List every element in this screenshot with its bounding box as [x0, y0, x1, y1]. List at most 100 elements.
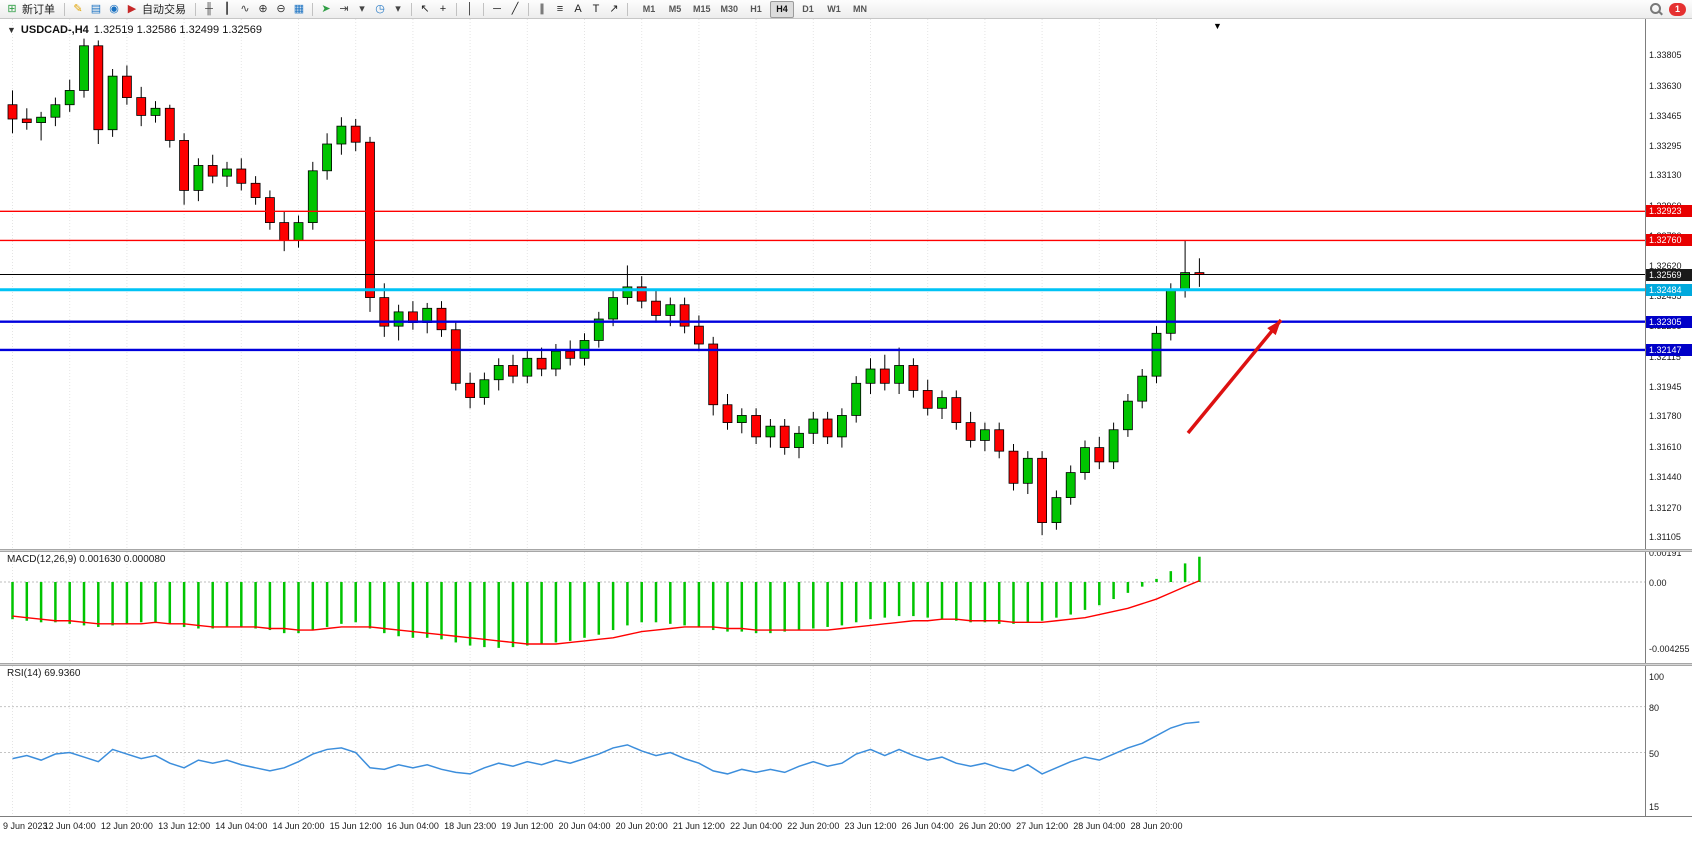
new-order-button-label: 新订单	[22, 4, 55, 16]
toolbar-separator	[456, 2, 457, 16]
candle-body	[708, 343, 719, 406]
price-tick: 1.32620	[1649, 261, 1682, 272]
candle-body	[508, 365, 518, 377]
arrows-icon[interactable]: ↗	[609, 3, 619, 15]
candle-body	[1123, 400, 1133, 431]
candle-body	[193, 165, 204, 191]
trend-arrow-head	[1267, 320, 1281, 336]
label-icon[interactable]: T	[592, 3, 600, 15]
candle-body	[1037, 457, 1047, 523]
candle-body	[164, 107, 175, 141]
template-icon[interactable]: ▾	[395, 3, 401, 15]
chart-shift-marker[interactable]: ▼	[1213, 21, 1222, 31]
horizontal-line-icon[interactable]: ─	[493, 3, 501, 15]
candle-body	[651, 300, 661, 316]
channel-icon[interactable]: ∥	[539, 3, 545, 15]
text-icon[interactable]: A	[574, 3, 582, 15]
zoom-out-icon[interactable]: ⊖	[276, 3, 286, 15]
candle-body	[879, 368, 890, 384]
candle-body	[736, 415, 747, 423]
autotrading-button[interactable]: ▶ 自动交易	[123, 1, 191, 17]
timeframe-group: M1 M5 M15 M30 H1 H4 D1 W1 MN	[636, 0, 873, 18]
price-axis[interactable]: 1.33805 1.33630 1.33465 1.33295 1.33130 1.329…	[1645, 19, 1692, 843]
candle-body	[450, 329, 461, 384]
price-tick: 1.33630	[1649, 81, 1682, 92]
candlestick-chart-icon[interactable]: ┃	[223, 3, 231, 15]
cursor-icon[interactable]: ↖	[420, 3, 430, 15]
period-clock-icon[interactable]: ◷	[375, 3, 385, 15]
price-marker: 1.32484	[1646, 283, 1692, 296]
time-label: 12 Jun 20:00	[100, 821, 153, 831]
panel-separator[interactable]	[0, 663, 1692, 666]
time-label: 20 Jun 20:00	[615, 821, 668, 831]
time-label: 12 Jun 04:00	[43, 821, 96, 831]
strategy-tester-icon[interactable]: ◉	[109, 3, 119, 15]
price-marker: 1.32147	[1646, 343, 1692, 356]
crosshair-icon[interactable]: +	[439, 3, 447, 15]
auto-scroll-icon[interactable]: ➤	[321, 3, 331, 15]
new-order-button[interactable]: ⊞ 新订单	[3, 1, 60, 17]
price-tick: 1.31780	[1649, 411, 1682, 422]
candle-body	[1022, 457, 1033, 484]
bar-chart-icon[interactable]: ╫	[205, 3, 213, 15]
price-tick: 1.33130	[1649, 170, 1682, 181]
timeframe-w1[interactable]: W1	[827, 3, 841, 14]
terminal-icon[interactable]: ▤	[90, 3, 102, 15]
main-price-chart[interactable]	[0, 19, 1645, 549]
price-tick: 1.32455	[1649, 290, 1682, 301]
time-label: 14 Jun 20:00	[272, 821, 325, 831]
tile-windows-icon[interactable]: ▦	[293, 3, 305, 15]
macd-axis-label: 0.00	[1649, 578, 1667, 588]
price-marker: 1.32569	[1646, 268, 1692, 281]
timeframe-h1[interactable]: H1	[750, 3, 762, 14]
vertical-line-icon[interactable]: │	[466, 3, 474, 15]
timeframe-h4[interactable]: H4	[770, 0, 795, 18]
timeframe-d1[interactable]: D1	[802, 3, 814, 14]
zoom-in-icon[interactable]: ⊕	[258, 3, 268, 15]
chart-shift-icon[interactable]: ⇥	[339, 3, 349, 15]
trendline-icon[interactable]: ╱	[511, 3, 519, 15]
candle-body	[7, 104, 18, 120]
candle-body	[536, 357, 547, 370]
notification-badge[interactable]: 1	[1669, 2, 1686, 16]
candle-body	[980, 429, 990, 441]
price-marker: 1.32305	[1646, 315, 1692, 328]
line-chart-icon[interactable]: ∿	[240, 3, 250, 15]
time-label: 16 Jun 04:00	[386, 821, 439, 831]
rsi-indicator-panel[interactable]	[0, 666, 1645, 816]
timeframe-m5[interactable]: M5	[668, 3, 682, 14]
candle-body	[636, 286, 647, 302]
candle-body	[837, 415, 847, 438]
candle-body	[422, 307, 433, 323]
time-label: 27 Jun 12:00	[1016, 821, 1069, 831]
timeframe-mn[interactable]: MN	[853, 3, 868, 14]
toolbar-separator	[528, 2, 529, 16]
price-marker: 1.32923	[1646, 205, 1692, 218]
trend-arrow[interactable]	[1186, 318, 1283, 435]
candle-body	[236, 168, 247, 184]
one-click-trading-icon[interactable]: ▼	[7, 25, 16, 35]
candle-body	[851, 382, 862, 416]
timeframe-m30[interactable]: M30	[720, 3, 739, 14]
candle-body	[336, 125, 347, 145]
candle-body	[365, 141, 375, 298]
fibonacci-icon[interactable]: ≡	[556, 3, 564, 15]
metaeditor-icon[interactable]: ✎	[73, 3, 83, 15]
search-icon[interactable]	[1650, 2, 1663, 16]
candle-body	[307, 170, 318, 223]
candle-body	[865, 368, 876, 384]
time-axis[interactable]: 9 Jun 2023 12 Jun 04:00 12 Jun 20:00 13 Jun…	[0, 816, 1692, 844]
new-chart-icon[interactable]: ▾	[359, 3, 365, 15]
timeframe-m1[interactable]: M1	[642, 3, 656, 14]
time-label: 13 Jun 12:00	[158, 821, 211, 831]
macd-indicator-panel[interactable]	[0, 552, 1645, 663]
price-tick: 1.32115	[1649, 351, 1681, 362]
timeframe-m15[interactable]: M15	[693, 3, 711, 14]
time-label: 22 Jun 04:00	[730, 821, 783, 831]
candle-body	[1137, 375, 1148, 402]
candle-body	[136, 97, 147, 116]
time-label: 21 Jun 12:00	[672, 821, 725, 831]
panel-separator[interactable]	[0, 549, 1692, 552]
candle-body	[264, 197, 275, 223]
toolbar-items: ⊞ 新订单 ✎ ▤ ◉ ▶ 自动交易 ╫ ┃ ∿ ⊕ ⊖ ▦ ➤ ⇥ ▾ ◷ ▾ ↖ + │ ─ ╱ ∥ ≡ A T ↗ M1 M5 M15…	[3, 0, 873, 18]
